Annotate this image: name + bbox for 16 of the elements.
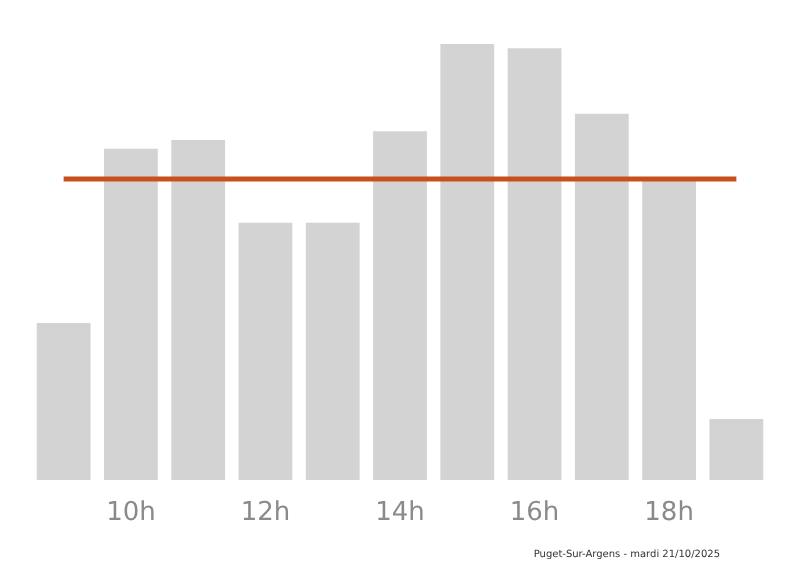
bar — [373, 131, 427, 480]
bar — [36, 323, 91, 480]
bar — [171, 139, 226, 480]
x-tick-label: 14h — [375, 498, 425, 528]
bar — [574, 113, 629, 480]
bar — [104, 148, 158, 480]
bar — [709, 418, 764, 480]
x-tick-label: 16h — [509, 498, 560, 528]
bar — [440, 44, 495, 480]
bar — [507, 48, 562, 480]
bar — [238, 222, 293, 480]
bar — [642, 179, 696, 480]
x-tick-label: 12h — [240, 498, 291, 528]
x-tick-label: 18h — [644, 498, 694, 528]
bar — [305, 222, 360, 480]
x-tick-label: 10h — [106, 498, 156, 528]
